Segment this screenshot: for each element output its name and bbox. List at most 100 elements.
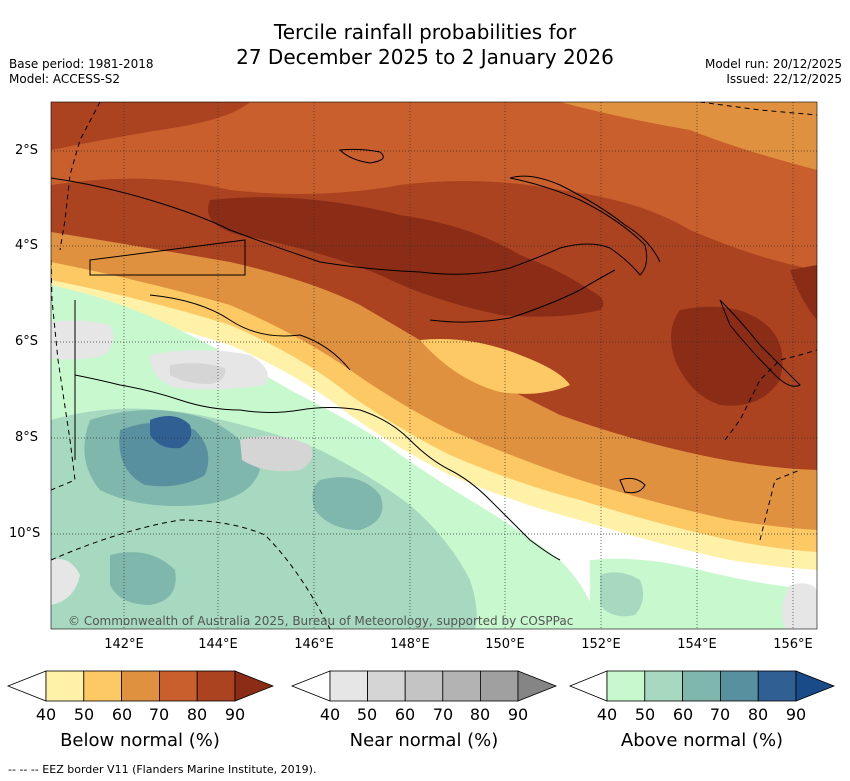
near-colorbar-under-arrow: [290, 670, 331, 702]
nn-50-patch: [170, 363, 226, 384]
above-colorbar-segment: [644, 670, 683, 702]
graticule: [51, 102, 817, 629]
map-frame: [50, 101, 818, 630]
model-info: Base period: 1981-2018 Model: ACCESS-S2: [9, 57, 154, 87]
bn-50-patch: [420, 339, 570, 394]
colorbar-above-title: Above normal (%): [620, 730, 784, 751]
near-colorbar-segment: [479, 670, 519, 702]
province-outline: [89, 239, 246, 276]
lon-label-142e: 142°E: [104, 637, 144, 652]
bougainville-island: [719, 299, 801, 387]
base-period: Base period: 1981-2018: [9, 57, 154, 71]
eez-west: [51, 259, 76, 491]
run-info: Model run: 20/12/2025 Issued: 22/12/2025: [705, 57, 842, 87]
near-tick: 40: [319, 705, 341, 724]
png-northeast-coast: [509, 175, 661, 263]
manus-island: [338, 148, 384, 164]
below-colorbar-segment: [121, 670, 160, 702]
png-huon-coast: [429, 269, 616, 323]
model-run-date: Model run: 20/12/2025: [704, 57, 842, 71]
province-border: [149, 294, 351, 371]
below-tick: 40: [35, 705, 57, 724]
above-tick: 50: [634, 705, 656, 724]
bn-90-region-north: [208, 197, 604, 317]
bn-90-region-edge: [790, 265, 817, 320]
lat-label-6s: 6°S: [15, 334, 39, 349]
lon-label-156e: 156°E: [773, 637, 813, 652]
nn-40-patch-west: [51, 320, 114, 360]
lon-label-148e: 148°E: [390, 637, 430, 652]
eez-northwest: [59, 102, 101, 251]
an-80-region: [150, 416, 192, 449]
below-colorbar-segment: [196, 670, 236, 702]
above-colorbar-over-arrow: [795, 670, 836, 702]
lon-label-152e: 152°E: [581, 637, 621, 652]
near-colorbar-segment: [329, 670, 368, 702]
nn-40-patch-sw: [51, 559, 80, 605]
title-line-2: 27 December 2025 to 2 January 2026: [236, 45, 614, 69]
eez-footnote: -- -- -- EEZ border V11 (Flanders Marine…: [8, 763, 317, 776]
below-tick: 70: [148, 705, 170, 724]
an-50-patch-se: [600, 572, 644, 617]
bn-90-region-east: [671, 306, 783, 406]
lat-label-8s: 8°S: [15, 430, 39, 445]
colorbar-below-title: Below normal (%): [60, 730, 220, 751]
coastlines: [51, 148, 801, 561]
bn-80-region-nw: [51, 102, 250, 150]
eez-northeast: [699, 102, 817, 116]
below-tick: 60: [111, 705, 133, 724]
eez-south: [51, 519, 331, 629]
below-colorbar-segment: [45, 670, 85, 702]
title-line-1: Tercile rainfall probabilities for: [273, 20, 577, 44]
nn-40-patch-se: [782, 583, 817, 629]
near-colorbar-over-arrow: [517, 670, 558, 702]
colorbar-group: [6, 670, 836, 702]
near-colorbar-segment: [367, 670, 406, 702]
png-south-coast: [74, 374, 561, 561]
below-colorbar-segment: [158, 670, 198, 702]
below-tick: 80: [186, 705, 208, 724]
above-tick: 70: [709, 705, 731, 724]
issued-date: Issued: 22/12/2025: [726, 72, 842, 86]
an-60-patch-south: [312, 477, 383, 530]
near-tick: 90: [507, 705, 529, 724]
above-tick: 80: [747, 705, 769, 724]
above-colorbar-segment: [757, 670, 797, 702]
lon-label-150e: 150°E: [485, 637, 525, 652]
above-colorbar-segment: [606, 670, 646, 702]
lat-label-4s: 4°S: [15, 238, 39, 253]
near-tick: 50: [356, 705, 378, 724]
map-title: Tercile rainfall probabilities for 27 De…: [0, 20, 850, 70]
below-colorbar-over-arrow: [234, 670, 275, 702]
eez-borders: [51, 102, 817, 629]
lat-label-10s: 10°S: [9, 526, 41, 541]
near-colorbar-segment: [404, 670, 444, 702]
above-colorbar-under-arrow: [568, 670, 608, 702]
guadalcanal-island: [619, 477, 646, 494]
bn-80-region: [51, 178, 817, 471]
eez-east: [724, 349, 817, 441]
bn-60-region: [560, 102, 817, 170]
probability-map: [51, 102, 817, 629]
lon-label-154e: 154°E: [677, 637, 717, 652]
above-colorbar-segment: [682, 670, 721, 702]
near-colorbar-segment: [442, 670, 481, 702]
above-tick: 60: [672, 705, 694, 724]
png-north-coast: [51, 177, 648, 276]
lat-label-2s: 2°S: [15, 143, 39, 158]
near-tick: 60: [394, 705, 416, 724]
an-60-patch-sw: [110, 552, 176, 605]
below-tick: 90: [224, 705, 246, 724]
above-tick: 40: [596, 705, 618, 724]
copyright-notice: © Commonwealth of Australia 2025, Bureau…: [68, 614, 574, 628]
below-colorbar-segment: [83, 670, 123, 702]
lon-label-144e: 144°E: [198, 637, 238, 652]
above-colorbar-segment: [720, 670, 759, 702]
model-name: Model: ACCESS-S2: [9, 72, 121, 86]
an-40-region-se: [590, 558, 817, 629]
colorbar-near-title: Near normal (%): [349, 730, 499, 751]
nn-50-patch-south: [240, 436, 313, 472]
below-colorbar-under-arrow: [6, 670, 47, 702]
lon-label-146e: 146°E: [294, 637, 334, 652]
